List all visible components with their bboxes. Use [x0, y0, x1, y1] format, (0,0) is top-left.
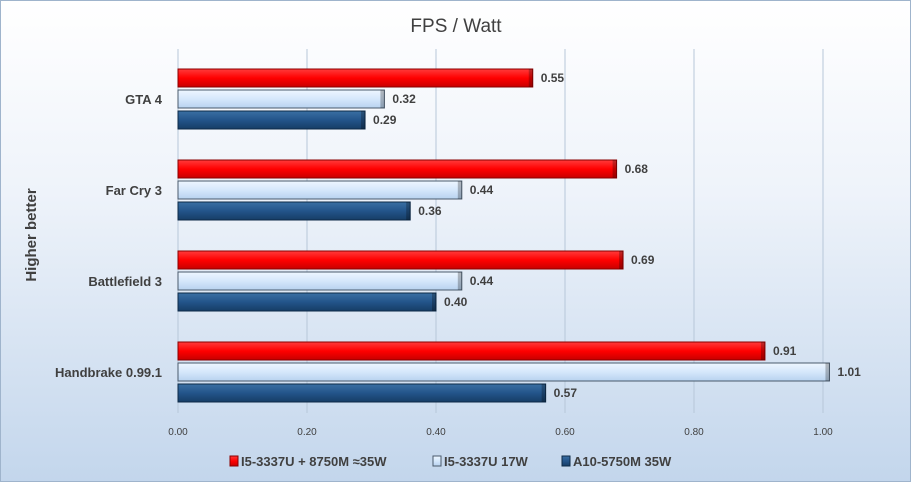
bar — [177, 383, 547, 403]
legend-swatch — [432, 455, 442, 467]
category-label: Handbrake 0.99.1 — [55, 365, 162, 380]
bar-end-shade — [760, 342, 765, 360]
bar-end-shade — [457, 181, 462, 199]
legend-swatch — [229, 455, 239, 467]
chart-title: FPS / Watt — [410, 16, 502, 37]
data-label: 0.69 — [631, 253, 655, 267]
category-label: GTA 4 — [125, 92, 163, 107]
legend-label: I5-3337U + 8750M ≈35W — [241, 454, 387, 469]
bar — [177, 68, 534, 88]
y-axis-label: Higher better — [23, 188, 40, 282]
x-tick-label: 0.60 — [555, 427, 575, 438]
bar — [177, 180, 463, 200]
x-tick-label: 0.80 — [684, 427, 704, 438]
data-label: 0.36 — [418, 204, 442, 218]
data-label: 0.57 — [554, 386, 578, 400]
legend: I5-3337U + 8750M ≈35W I5-3337U 17W A10-575… — [229, 454, 672, 469]
bar-end-shade — [619, 251, 624, 269]
data-label: 0.44 — [470, 183, 494, 197]
bar-end-shade — [457, 272, 462, 290]
bar-end-shade — [380, 90, 385, 108]
bar — [177, 250, 624, 270]
category-label: Far Cry 3 — [106, 183, 162, 198]
bar — [177, 362, 830, 382]
bar-end-shade — [825, 363, 830, 381]
legend-swatch — [561, 455, 571, 467]
data-label: 0.68 — [625, 162, 649, 176]
bar — [177, 341, 766, 361]
x-tick-label: 0.00 — [168, 427, 188, 438]
bar-end-shade — [541, 384, 546, 402]
data-label: 0.55 — [541, 71, 565, 85]
bars: 0.550.320.290.680.440.360.690.440.400.91… — [177, 68, 861, 403]
category-labels: GTA 4 Far Cry 3 Battlefield 3 Handbrake 0.9… — [55, 92, 163, 380]
bar — [177, 110, 366, 130]
bar-end-shade — [528, 69, 533, 87]
bar — [177, 271, 463, 291]
data-label: 0.29 — [373, 113, 397, 127]
bar-end-shade — [406, 202, 411, 220]
category-label: Battlefield 3 — [88, 274, 162, 289]
bar-end-shade — [361, 111, 366, 129]
data-label: 0.32 — [392, 92, 416, 106]
data-label: 0.40 — [444, 295, 468, 309]
x-tick-label: 0.40 — [426, 427, 446, 438]
x-tick-label: 0.20 — [297, 427, 317, 438]
x-tick-label: 1.00 — [813, 427, 833, 438]
legend-label: A10-5750M 35W — [573, 454, 672, 469]
legend-label: I5-3337U 17W — [444, 454, 529, 469]
bar — [177, 89, 385, 109]
bar — [177, 201, 411, 221]
data-label: 0.91 — [773, 344, 797, 358]
bar-end-shade — [432, 293, 436, 311]
bar — [177, 159, 618, 179]
bar — [177, 292, 437, 312]
data-label: 0.44 — [470, 274, 494, 288]
x-tick-labels: 0.00 0.20 0.40 0.60 0.80 1.00 — [168, 427, 833, 438]
data-label: 1.01 — [837, 365, 861, 379]
bar-end-shade — [612, 160, 617, 178]
